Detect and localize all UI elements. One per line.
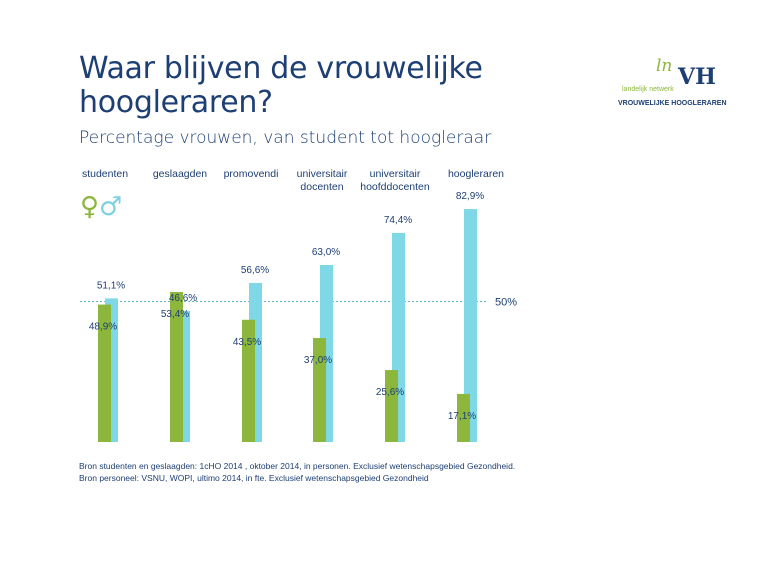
bar-female: [242, 319, 255, 442]
bar-female: [313, 338, 326, 442]
logo-vh: VH: [678, 64, 716, 90]
data-label-male: 51,1%: [97, 280, 125, 291]
page-title: Waar blijven de vrouwelijke hoogleraren?: [79, 51, 483, 120]
category-label: promovendi: [224, 168, 279, 180]
data-label-female: 53,4%: [161, 309, 189, 320]
bar-female: [170, 291, 183, 442]
category-label: geslaagden: [153, 168, 207, 180]
chart-subtitle: Percentage vrouwen, van student tot hoog…: [79, 128, 492, 148]
bar-male: [464, 209, 477, 442]
category-label: hoogleraren: [448, 168, 504, 180]
reference-line-label: 50%: [495, 297, 517, 309]
data-label-female: 37,0%: [304, 355, 332, 366]
category-label: studenten: [82, 168, 128, 180]
source-note-staff: Bron personeel: VSNU, WOPI, ultimo 2014,…: [79, 473, 429, 483]
data-label-male: 82,9%: [456, 191, 484, 202]
data-label-female: 17,1%: [448, 411, 476, 422]
gender-legend: ♀♂: [80, 194, 122, 220]
logo-network-text: landelijk netwerk: [622, 86, 674, 93]
male-icon: ♂: [99, 192, 123, 222]
data-label-female: 43,5%: [233, 337, 261, 348]
lnvh-logo: ln VH landelijk netwerk VROUWELIJKE HOOG…: [612, 52, 732, 114]
logo-name-text: VROUWELIJKE HOOGLERAREN: [618, 100, 727, 107]
bar-female: [457, 393, 470, 442]
female-icon: ♀: [80, 192, 100, 222]
logo-mark: ln: [656, 56, 673, 76]
data-label-female: 25,6%: [376, 387, 404, 398]
source-note-students: Bron studenten en geslaagden: 1cHO 2014 …: [79, 461, 516, 471]
category-label: universitair hoofddocenten: [360, 168, 430, 193]
data-label-male: 56,6%: [241, 265, 269, 276]
data-label-female: 48,9%: [89, 322, 117, 333]
category-label: universitair docenten: [297, 168, 348, 193]
data-label-male: 74,4%: [384, 215, 412, 226]
data-label-male: 46,6%: [169, 293, 197, 304]
bar-female: [385, 370, 398, 442]
data-label-male: 63,0%: [312, 247, 340, 258]
bar-female: [98, 304, 111, 442]
